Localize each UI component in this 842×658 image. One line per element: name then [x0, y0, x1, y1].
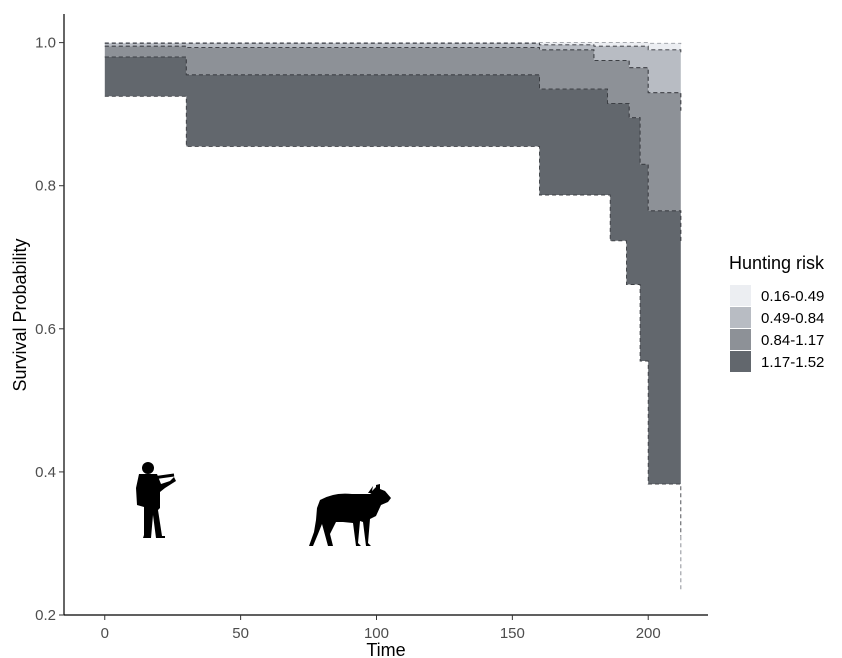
- band-0.84-1.17: [104, 46, 681, 244]
- y-tick-label: 0.6: [35, 321, 56, 338]
- band-0.49-0.84-upper-line: [104, 42, 682, 54]
- legend-label: 0.84-1.17: [761, 332, 824, 349]
- legend-swatch: [730, 307, 751, 328]
- legend: Hunting risk 0.16-0.49 0.49-0.84 0.84-1.17…: [729, 253, 825, 372]
- y-tick-label: 0.8: [35, 178, 56, 195]
- x-tick-label: 0: [101, 625, 109, 642]
- legend-swatch: [730, 351, 751, 372]
- legend-title: Hunting risk: [729, 253, 825, 273]
- band-0.16-0.49-upper-line: [104, 42, 682, 45]
- legend-swatch: [730, 285, 751, 306]
- band-0.84-1.17-upper-line: [104, 45, 682, 111]
- y-tick-label: 1.0: [35, 35, 56, 52]
- band-0.16-0.49: [104, 42, 681, 54]
- band-1.17-1.52-lower-line: [104, 95, 682, 537]
- x-tick-label: 200: [636, 625, 661, 642]
- x-tick-label: 150: [500, 625, 525, 642]
- y-axis-label: Survival Probability: [10, 238, 30, 391]
- x-axis-ticks: 0 50 100 150 200: [101, 615, 661, 642]
- legend-label: 0.16-0.49: [761, 288, 824, 305]
- band-0.49-0.84: [104, 43, 681, 111]
- legend-items: 0.16-0.49 0.49-0.84 0.84-1.17 1.17-1.52: [730, 285, 824, 372]
- survival-bands: [104, 42, 681, 537]
- legend-label: 1.17-1.52: [761, 354, 824, 371]
- band-1.17-1.52: [104, 56, 681, 537]
- hunter-icon: [136, 462, 176, 538]
- x-axis-label: Time: [366, 640, 405, 658]
- y-axis-ticks: 0.2 0.4 0.6 0.8 1.0: [35, 35, 64, 624]
- y-tick-label: 0.2: [35, 607, 56, 624]
- moose-icon: [309, 484, 391, 546]
- x-tick-label: 100: [364, 625, 389, 642]
- band-outlines: [104, 42, 682, 590]
- band-1.17-1.52-upper-line: [104, 56, 682, 243]
- y-tick-label: 0.4: [35, 464, 56, 481]
- x-tick-label: 50: [232, 625, 249, 642]
- legend-swatch: [730, 329, 751, 350]
- legend-label: 0.49-0.84: [761, 310, 824, 327]
